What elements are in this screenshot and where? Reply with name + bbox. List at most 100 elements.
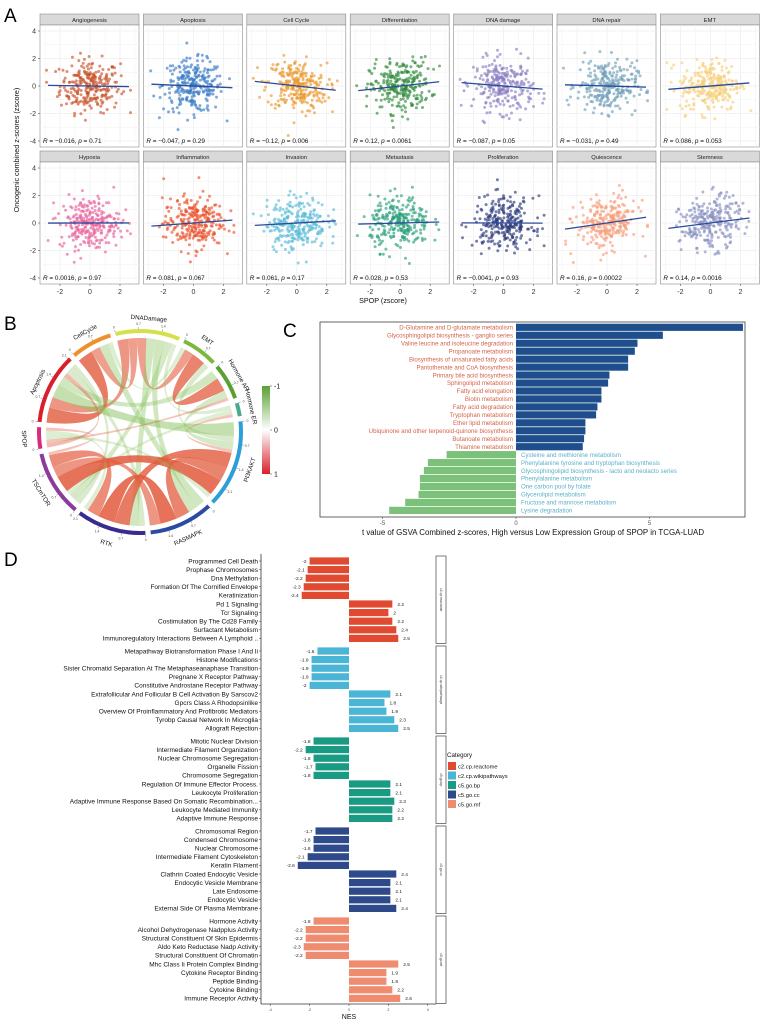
sector-tick — [71, 352, 74, 354]
scatter-point — [81, 219, 85, 223]
scatter-point — [218, 82, 222, 86]
scatter-point — [622, 222, 626, 226]
x-tick-label: 0 — [398, 289, 402, 296]
scatter-point — [711, 185, 715, 189]
scatter-point — [702, 99, 706, 102]
scatter-point — [100, 54, 104, 58]
scatter-point — [196, 217, 200, 221]
scatter-point — [287, 66, 291, 70]
stat-p-value: 0.17 — [292, 275, 305, 282]
scatter-point — [709, 93, 713, 97]
scatter-point — [513, 90, 517, 94]
x-tick-label: 2 — [635, 289, 639, 296]
scatter-point — [419, 231, 423, 235]
bar — [516, 411, 597, 419]
scatter-point — [385, 91, 389, 95]
scatter-point — [192, 87, 196, 91]
scatter-point — [194, 202, 198, 206]
scatter-point — [320, 229, 324, 233]
bar-value-label: -2.6 — [286, 863, 295, 869]
scatter-point — [426, 67, 430, 71]
sector-tick-label: 0.7 — [245, 444, 250, 448]
scatter-point — [85, 70, 89, 74]
scatter-point — [124, 208, 128, 212]
scatter-point — [630, 77, 634, 81]
scatter-point — [681, 91, 685, 95]
scatter-point — [185, 201, 189, 205]
scatter-point — [568, 217, 572, 221]
scatter-point — [412, 208, 416, 212]
scatter-point — [638, 93, 641, 97]
scatter-point — [113, 105, 117, 109]
stat-sep: , — [278, 275, 282, 282]
stat-r-symbol: R — [663, 275, 668, 282]
scatter-point — [79, 215, 83, 219]
scatter-point — [497, 203, 501, 207]
scatter-point — [312, 208, 316, 212]
legend-label: c5.go.bp — [458, 784, 480, 790]
stat-r-value: 0.081 — [158, 275, 174, 282]
scatter-point — [88, 236, 91, 239]
scatter-point — [698, 230, 701, 234]
scatter-point — [437, 228, 441, 232]
scatter-point — [105, 87, 108, 91]
scatter-point — [73, 249, 77, 253]
scatter-point — [699, 83, 703, 87]
legend-label: c2.cp.wikipathways — [458, 774, 508, 780]
bar — [516, 363, 629, 371]
scatter-point — [272, 218, 276, 222]
scatter-point — [214, 67, 218, 70]
scatter-point — [541, 227, 544, 231]
scatter-point — [711, 96, 715, 100]
scatter-point — [291, 239, 295, 243]
scatter-point — [79, 76, 83, 80]
scatter-point — [576, 96, 580, 100]
scatter-point — [587, 87, 591, 91]
y-tick-label: -2 — [30, 248, 36, 255]
scatter-point — [90, 206, 94, 210]
scatter-point — [497, 75, 501, 79]
scatter-point — [206, 56, 210, 60]
bar-value-label: 2.2 — [397, 816, 404, 822]
scatter-point — [537, 91, 541, 95]
scatter-point — [718, 206, 722, 210]
scatter-point — [327, 214, 330, 218]
scatter-point — [521, 69, 524, 73]
scatter-point — [180, 226, 184, 230]
bar-category-label: Adaptive Immune Response Based On Somati… — [70, 799, 258, 806]
scatter-point — [179, 102, 183, 106]
scatter-point — [432, 67, 436, 71]
bar — [349, 797, 395, 805]
scatter-point — [515, 47, 518, 51]
scatter-point — [496, 93, 500, 97]
scatter-point — [391, 207, 395, 211]
scatter-point — [309, 210, 313, 214]
bar-category-label: Endocytic Vesicle — [207, 897, 258, 904]
scatter-point — [513, 72, 516, 76]
scatter-point — [309, 83, 313, 86]
scatter-point — [186, 252, 190, 255]
sector-tick-label: 1.4 — [168, 534, 173, 538]
scatter-point — [286, 202, 290, 206]
sector-tick — [98, 526, 100, 529]
bar — [516, 371, 610, 379]
scatter-point — [507, 117, 511, 121]
scatter-point — [64, 88, 68, 92]
sector-tick-label: 0.7 — [119, 536, 124, 540]
scatter-point — [314, 237, 318, 241]
scatter-point — [724, 243, 727, 247]
scatter-point — [603, 229, 607, 232]
scatter-point — [211, 233, 215, 236]
scatter-point — [400, 86, 403, 90]
chord-ribbon — [46, 351, 108, 424]
scatter-point — [279, 97, 283, 101]
stat-equals: = — [668, 138, 675, 145]
scatter-point — [417, 214, 421, 218]
scatter-point — [223, 227, 226, 231]
scatter-point — [682, 74, 686, 78]
scatter-point — [612, 200, 616, 204]
scatter-point — [496, 242, 500, 246]
sector-tick — [91, 338, 93, 341]
